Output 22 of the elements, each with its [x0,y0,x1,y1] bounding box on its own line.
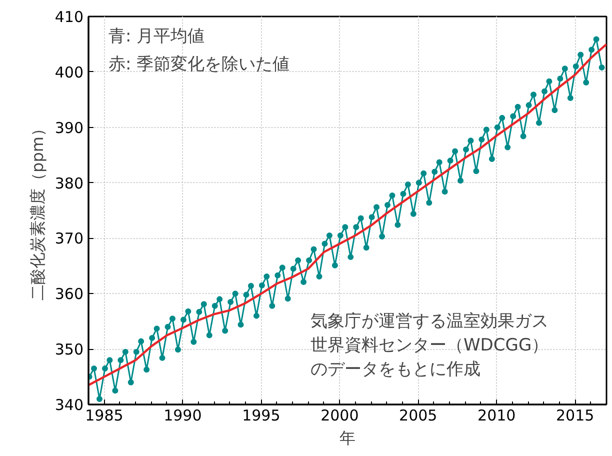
y-tick-label: 340 [54,396,84,414]
x-tick-label: 2015 [556,406,594,424]
y-axis-title: 二酸化炭素濃度（ppm） [28,120,47,300]
x-tick-label: 2005 [399,406,438,424]
annotation: 青: 月平均値 [108,26,205,46]
y-tick-label: 410 [54,8,84,26]
annotation: 赤: 季節変化を除いた値 [108,54,290,74]
x-tick-label: 2000 [320,406,359,424]
x-tick-label: 1985 [85,406,124,424]
y-tick-label: 380 [54,174,84,192]
x-tick-label: 1990 [164,406,202,424]
y-tick-label: 360 [54,285,84,304]
x-axis-title: 年 [340,428,356,448]
y-tick-label: 400 [54,63,84,82]
x-tick-label: 1995 [242,406,280,424]
y-tick-label: 390 [54,118,84,137]
annotation: 気象庁が運営する温室効果ガス [310,312,548,332]
x-tick-label: 2010 [478,406,516,424]
annotation: 世界資料センター（WDCGG） [310,336,549,356]
y-tick-label: 350 [54,340,84,359]
y-tick-label: 370 [54,230,84,248]
annotation: のデータをもとに作成 [310,360,480,380]
